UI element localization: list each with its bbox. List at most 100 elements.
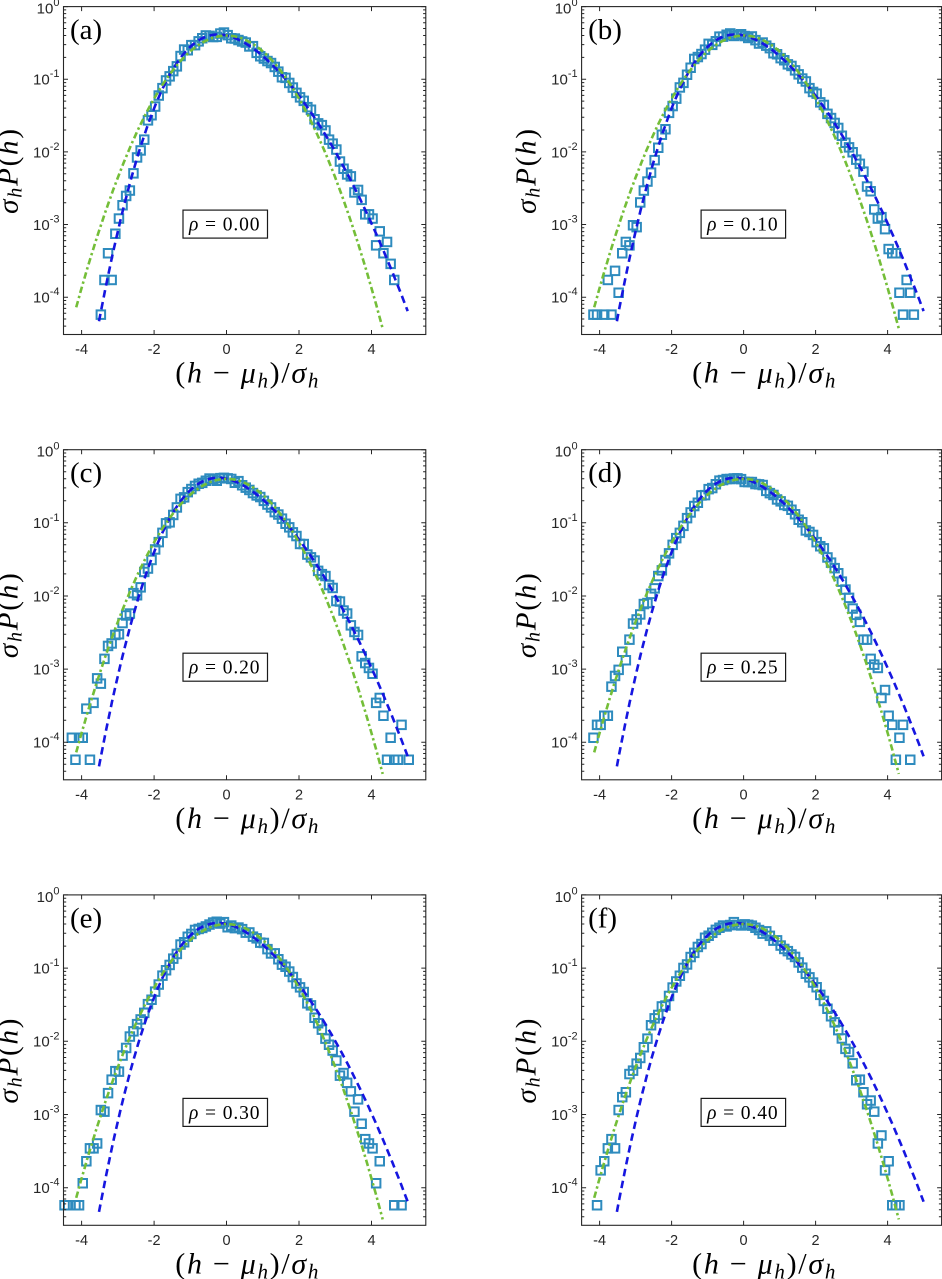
svg-text:2: 2 bbox=[812, 342, 820, 358]
svg-text:10: 10 bbox=[33, 515, 50, 532]
svg-text:10: 10 bbox=[33, 217, 50, 234]
svg-text:0: 0 bbox=[740, 788, 748, 804]
svg-text:0: 0 bbox=[571, 440, 577, 452]
svg-text:(d): (d) bbox=[588, 457, 622, 489]
svg-text:10: 10 bbox=[551, 217, 568, 234]
svg-text:-4: -4 bbox=[75, 1233, 88, 1249]
svg-text:10: 10 bbox=[551, 1107, 568, 1124]
svg-text:10: 10 bbox=[33, 290, 50, 307]
svg-text:4: 4 bbox=[367, 1233, 375, 1249]
svg-text:-4: -4 bbox=[50, 1177, 60, 1189]
svg-text:-3: -3 bbox=[50, 214, 60, 226]
svg-text:10: 10 bbox=[551, 144, 568, 161]
svg-text:2: 2 bbox=[812, 788, 820, 804]
svg-text:10: 10 bbox=[33, 662, 50, 679]
svg-text:10: 10 bbox=[33, 961, 50, 978]
svg-text:(f): (f) bbox=[588, 902, 617, 934]
svg-text:(c): (c) bbox=[70, 457, 102, 489]
svg-text:10: 10 bbox=[33, 72, 50, 89]
svg-text:(a): (a) bbox=[70, 14, 102, 46]
svg-text:-2: -2 bbox=[665, 1233, 678, 1249]
svg-text:0: 0 bbox=[222, 342, 230, 358]
svg-text:-2: -2 bbox=[568, 1030, 578, 1042]
svg-text:-3: -3 bbox=[568, 1104, 578, 1116]
svg-text:-2: -2 bbox=[50, 141, 60, 153]
svg-text:2: 2 bbox=[295, 1233, 303, 1249]
svg-text:-1: -1 bbox=[568, 512, 578, 524]
svg-text:10: 10 bbox=[33, 735, 50, 752]
svg-text:0: 0 bbox=[53, 886, 59, 898]
svg-text:10: 10 bbox=[551, 72, 568, 89]
svg-text:ρ = 0.00: ρ = 0.00 bbox=[188, 215, 260, 236]
svg-text:-1: -1 bbox=[568, 68, 578, 80]
svg-text:10: 10 bbox=[551, 1180, 568, 1197]
svg-text:4: 4 bbox=[884, 788, 892, 804]
svg-text:0: 0 bbox=[222, 788, 230, 804]
svg-text:-4: -4 bbox=[593, 788, 606, 804]
svg-text:10: 10 bbox=[551, 735, 568, 752]
svg-text:-2: -2 bbox=[665, 788, 678, 804]
svg-text:10: 10 bbox=[551, 290, 568, 307]
svg-text:-2: -2 bbox=[50, 585, 60, 597]
svg-text:0: 0 bbox=[53, 0, 59, 9]
svg-text:(h − μh)/σh: (h − μh)/σh bbox=[175, 357, 320, 393]
svg-text:-3: -3 bbox=[568, 658, 578, 670]
svg-text:σhP(h): σhP(h) bbox=[511, 571, 545, 658]
svg-text:-2: -2 bbox=[665, 342, 678, 358]
svg-text:4: 4 bbox=[367, 788, 375, 804]
svg-text:10: 10 bbox=[33, 1107, 50, 1124]
svg-text:(h − μh)/σh: (h − μh)/σh bbox=[692, 357, 837, 393]
svg-text:ρ = 0.40: ρ = 0.40 bbox=[706, 1103, 778, 1124]
svg-text:-4: -4 bbox=[568, 1177, 578, 1189]
svg-text:-2: -2 bbox=[50, 1030, 60, 1042]
svg-text:4: 4 bbox=[367, 342, 375, 358]
svg-text:10: 10 bbox=[555, 1, 572, 18]
svg-text:(h − μh)/σh: (h − μh)/σh bbox=[692, 1247, 837, 1279]
svg-text:-4: -4 bbox=[568, 286, 578, 298]
svg-text:-2: -2 bbox=[568, 141, 578, 153]
svg-text:σhP(h): σhP(h) bbox=[511, 127, 545, 214]
svg-text:σhP(h): σhP(h) bbox=[0, 127, 27, 214]
svg-text:10: 10 bbox=[551, 662, 568, 679]
svg-text:-4: -4 bbox=[50, 286, 60, 298]
svg-text:0: 0 bbox=[571, 0, 577, 9]
svg-text:0: 0 bbox=[571, 886, 577, 898]
svg-text:-1: -1 bbox=[50, 957, 60, 969]
svg-text:10: 10 bbox=[33, 1034, 50, 1051]
svg-text:-1: -1 bbox=[568, 957, 578, 969]
svg-text:0: 0 bbox=[740, 342, 748, 358]
svg-text:2: 2 bbox=[295, 342, 303, 358]
svg-text:-4: -4 bbox=[593, 1233, 606, 1249]
svg-text:4: 4 bbox=[884, 342, 892, 358]
svg-text:-1: -1 bbox=[50, 512, 60, 524]
svg-text:10: 10 bbox=[33, 1180, 50, 1197]
svg-text:10: 10 bbox=[551, 515, 568, 532]
svg-text:10: 10 bbox=[33, 144, 50, 161]
svg-text:(b): (b) bbox=[588, 14, 622, 46]
svg-text:-4: -4 bbox=[593, 342, 606, 358]
svg-text:4: 4 bbox=[884, 1233, 892, 1249]
svg-text:0: 0 bbox=[222, 1233, 230, 1249]
svg-text:10: 10 bbox=[551, 1034, 568, 1051]
svg-text:10: 10 bbox=[551, 961, 568, 978]
svg-text:10: 10 bbox=[555, 444, 572, 461]
svg-text:-1: -1 bbox=[50, 68, 60, 80]
svg-text:10: 10 bbox=[551, 588, 568, 605]
svg-text:ρ = 0.20: ρ = 0.20 bbox=[188, 658, 260, 679]
svg-text:-3: -3 bbox=[50, 1104, 60, 1116]
svg-text:(h − μh)/σh: (h − μh)/σh bbox=[692, 802, 837, 838]
svg-text:(h − μh)/σh: (h − μh)/σh bbox=[175, 802, 320, 838]
svg-text:-3: -3 bbox=[50, 658, 60, 670]
svg-text:0: 0 bbox=[740, 1233, 748, 1249]
svg-text:2: 2 bbox=[812, 1233, 820, 1249]
svg-text:ρ = 0.30: ρ = 0.30 bbox=[188, 1103, 260, 1124]
svg-text:-4: -4 bbox=[568, 731, 578, 743]
svg-text:-2: -2 bbox=[148, 1233, 161, 1249]
svg-text:10: 10 bbox=[37, 1, 54, 18]
svg-text:2: 2 bbox=[295, 788, 303, 804]
svg-text:ρ = 0.25: ρ = 0.25 bbox=[706, 658, 778, 679]
svg-text:ρ = 0.10: ρ = 0.10 bbox=[706, 215, 778, 236]
svg-text:-2: -2 bbox=[148, 788, 161, 804]
svg-text:-4: -4 bbox=[75, 342, 88, 358]
svg-text:(e): (e) bbox=[70, 902, 102, 934]
